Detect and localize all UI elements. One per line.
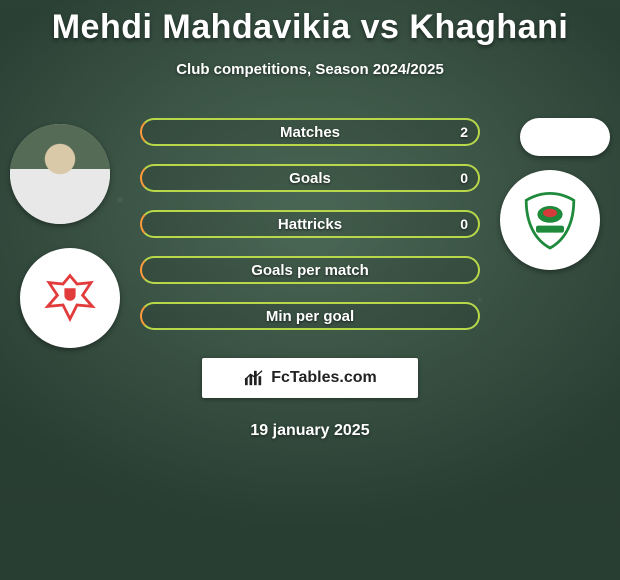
stat-label: Goals [142, 166, 478, 190]
player-right-avatar [520, 118, 610, 156]
stat-value-right: 2 [460, 120, 468, 144]
stat-row: Hattricks0 [140, 210, 480, 238]
stat-label: Matches [142, 120, 478, 144]
page-title: Mehdi Mahdavikia vs Khaghani [0, 0, 620, 47]
stat-row: Min per goal [140, 302, 480, 330]
brand-badge: FcTables.com [202, 358, 418, 398]
stat-label: Min per goal [142, 304, 478, 328]
shield-icon [515, 185, 585, 255]
page-subtitle: Club competitions, Season 2024/2025 [0, 61, 620, 78]
stat-label: Hattricks [142, 212, 478, 236]
stat-value-right: 0 [460, 212, 468, 236]
club-right-logo [500, 170, 600, 270]
bars-icon [243, 369, 265, 387]
trophy-icon [35, 263, 105, 333]
footer-date: 19 january 2025 [0, 422, 620, 440]
stat-label: Goals per match [142, 258, 478, 282]
stat-row: Goals0 [140, 164, 480, 192]
stat-value-right: 0 [460, 166, 468, 190]
player-left-avatar [10, 124, 110, 224]
stat-row: Matches2 [140, 118, 480, 146]
person-icon [10, 124, 110, 224]
club-left-logo [20, 248, 120, 348]
brand-text: FcTables.com [271, 369, 377, 387]
stat-row: Goals per match [140, 256, 480, 284]
